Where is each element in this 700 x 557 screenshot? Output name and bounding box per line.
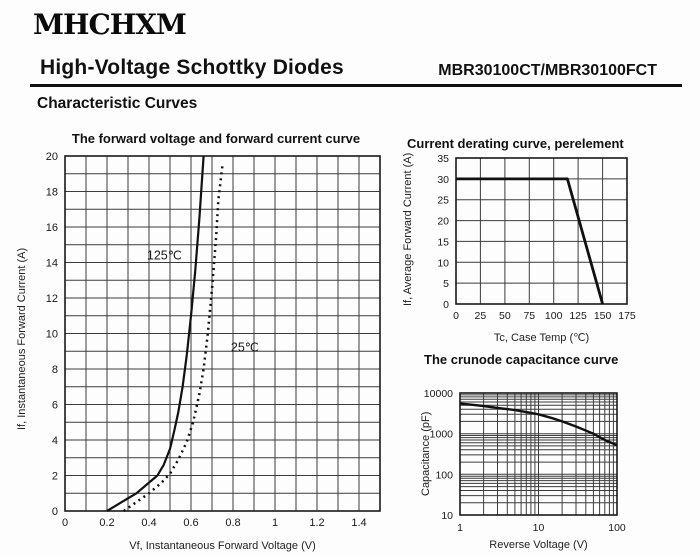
svg-text:15: 15 (437, 236, 449, 248)
svg-text:0: 0 (52, 506, 58, 518)
svg-text:10: 10 (441, 510, 453, 522)
svg-text:25: 25 (475, 310, 487, 322)
svg-text:8: 8 (52, 364, 58, 376)
svg-text:12: 12 (46, 293, 58, 305)
svg-text:0.2: 0.2 (99, 517, 114, 529)
svg-text:150: 150 (594, 310, 612, 322)
svg-text:125: 125 (569, 310, 587, 322)
page-title: High-Voltage Schottky Diodes (40, 56, 344, 79)
part-number: MBR30100CT/MBR30100FCT (438, 62, 657, 79)
current-derating-chart: 0 25 50 75 100 125 150 175 0 5 10 15 20 25 30 35 (437, 153, 636, 322)
svg-text:1.2: 1.2 (309, 517, 324, 529)
svg-text:125℃: 125℃ (147, 248, 182, 262)
svg-text:10: 10 (437, 257, 449, 269)
section-title: Characteristic Curves (37, 95, 198, 112)
derating-chart-title: Current derating curve, perelement (407, 136, 624, 151)
svg-text:25: 25 (437, 195, 449, 207)
derating-chart-y-axis-label: If, Average Forward Current (A) (402, 152, 414, 306)
svg-text:10: 10 (533, 522, 545, 534)
capacitance-chart-title: The crunode capacitance curve (424, 352, 619, 367)
svg-text:1000: 1000 (430, 429, 454, 441)
svg-text:20: 20 (437, 216, 449, 228)
svg-text:75: 75 (523, 310, 535, 322)
svg-text:0.6: 0.6 (183, 517, 198, 529)
svg-text:0.4: 0.4 (141, 517, 156, 529)
svg-text:18: 18 (46, 187, 58, 199)
svg-text:14: 14 (46, 258, 58, 270)
svg-text:10000: 10000 (424, 388, 453, 400)
svg-text:1.4: 1.4 (351, 517, 366, 529)
capacitance-chart-x-axis-label: Reverse Voltage (V) (489, 539, 588, 551)
svg-text:1: 1 (272, 517, 278, 529)
svg-text:4: 4 (52, 435, 58, 447)
svg-text:0: 0 (62, 517, 68, 529)
svg-text:1: 1 (457, 522, 463, 534)
svg-text:50: 50 (499, 310, 511, 322)
svg-text:30: 30 (437, 174, 449, 186)
forward-voltage-current-chart: 0 0.2 0.4 0.6 0.8 1 1.2 1.4 0 2 4 6 8 10 12 14 16 18 20 125… (46, 151, 381, 529)
svg-text:0: 0 (443, 299, 449, 311)
svg-text:16: 16 (46, 222, 58, 234)
svg-text:5: 5 (443, 278, 449, 290)
svg-text:25℃: 25℃ (231, 341, 259, 355)
svg-text:100: 100 (608, 522, 626, 534)
svg-text:35: 35 (437, 153, 449, 165)
header-divider (30, 84, 682, 87)
capacitance-chart-y-axis-label: Capacitance (pF) (420, 411, 432, 496)
svg-text:0: 0 (453, 310, 459, 322)
svg-text:175: 175 (618, 310, 636, 322)
svg-text:20: 20 (46, 151, 58, 163)
forward-chart-x-axis-label: Vf, Instantaneous Forward Voltage (V) (129, 540, 316, 552)
forward-chart-y-axis-label: If, Instantaneous Forward Current (A) (16, 247, 28, 430)
svg-text:10: 10 (46, 329, 58, 341)
forward-chart-title: The forward voltage and forward current … (71, 131, 361, 146)
svg-text:0.8: 0.8 (225, 517, 240, 529)
svg-text:100: 100 (435, 469, 453, 481)
brand-logo: MHCHXM (33, 8, 187, 41)
derating-chart-x-axis-label: Tc, Case Temp (℃) (493, 332, 590, 344)
svg-text:2: 2 (52, 471, 58, 483)
svg-text:100: 100 (545, 310, 563, 322)
svg-text:6: 6 (52, 400, 58, 412)
capacitance-chart: 1 10 100 10 100 1000 10000 (424, 388, 626, 534)
